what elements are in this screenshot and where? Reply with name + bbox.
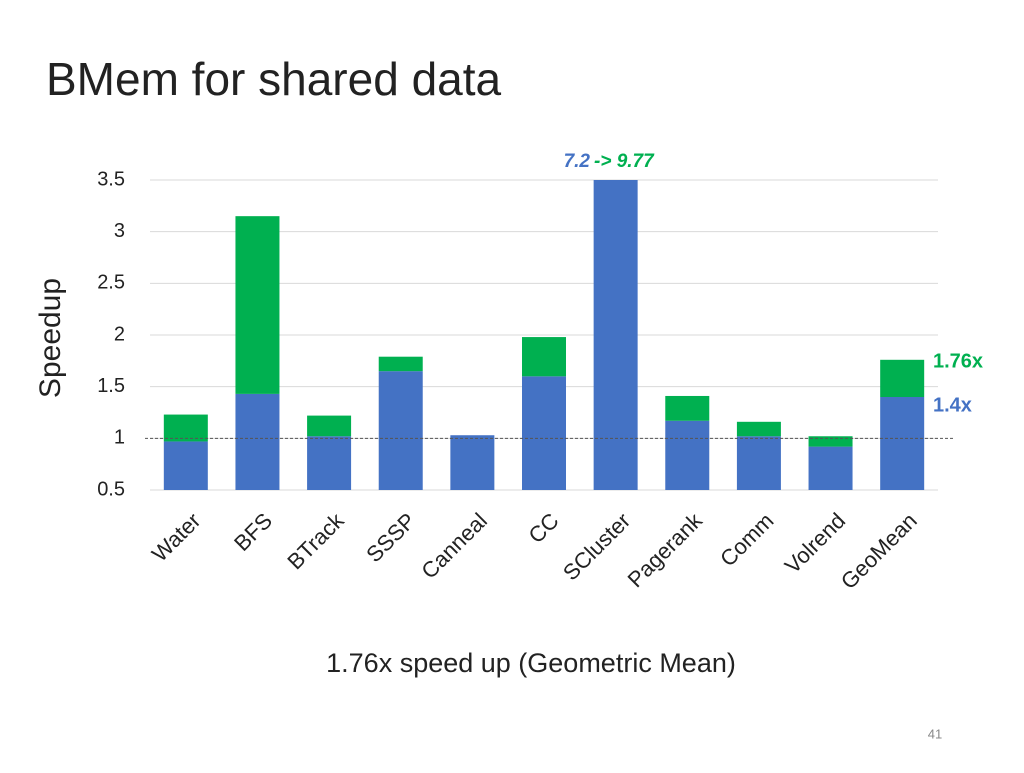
bar-segment bbox=[378, 371, 423, 490]
caption: 1.76x speed up (Geometric Mean) bbox=[326, 648, 736, 678]
y-tick-label: 1.5 bbox=[97, 375, 125, 397]
y-tick-label: 3.5 bbox=[97, 168, 125, 190]
x-tick-label: Canneal bbox=[416, 508, 492, 584]
bar-segment bbox=[522, 337, 566, 377]
bar-segment bbox=[808, 436, 853, 447]
bar-segment bbox=[307, 436, 352, 490]
x-tick-label: Pagerank bbox=[623, 507, 708, 592]
x-tick-label: BFS bbox=[229, 508, 277, 556]
bar-segment bbox=[163, 414, 208, 442]
bar-segment bbox=[378, 356, 423, 372]
x-tick-label: GeoMean bbox=[836, 508, 922, 594]
bar-segment bbox=[880, 397, 925, 490]
x-tick-label: Comm bbox=[715, 508, 778, 571]
bar-segment bbox=[307, 415, 352, 437]
bar-segment bbox=[736, 436, 781, 490]
bar-segment bbox=[736, 421, 781, 437]
annotation: -> 9.77 bbox=[594, 151, 655, 172]
annotation: 1.76x bbox=[933, 350, 983, 372]
bar-segment bbox=[522, 376, 566, 490]
annotation: 1.4x bbox=[933, 394, 972, 416]
annotation: 7.2 bbox=[564, 151, 591, 172]
y-tick-label: 2 bbox=[114, 323, 125, 345]
bar-segment bbox=[163, 441, 208, 490]
bar-segment bbox=[880, 359, 925, 397]
bar-segment bbox=[665, 395, 710, 421]
x-tick-label: CC bbox=[523, 508, 563, 548]
page-number: 41 bbox=[928, 726, 942, 741]
bar-segment bbox=[450, 435, 495, 490]
y-tick-label: 2.5 bbox=[97, 272, 125, 294]
bar-segment bbox=[665, 420, 710, 490]
bar-segment bbox=[808, 446, 853, 490]
slide-title: BMem for shared data bbox=[46, 53, 502, 105]
y-tick-label: 0.5 bbox=[97, 478, 125, 500]
x-tick-label: SSSP bbox=[361, 508, 420, 567]
bar-segment bbox=[235, 216, 280, 394]
x-tick-label: Water bbox=[147, 508, 206, 567]
y-axis-label: Speedup bbox=[34, 278, 67, 398]
bar-segment bbox=[593, 180, 638, 490]
x-tick-label: Volrend bbox=[780, 508, 850, 578]
y-tick-label: 3 bbox=[114, 220, 125, 242]
y-tick-label: 1 bbox=[114, 427, 125, 449]
bar-segment bbox=[235, 393, 280, 490]
x-tick-label: BTrack bbox=[282, 507, 349, 574]
